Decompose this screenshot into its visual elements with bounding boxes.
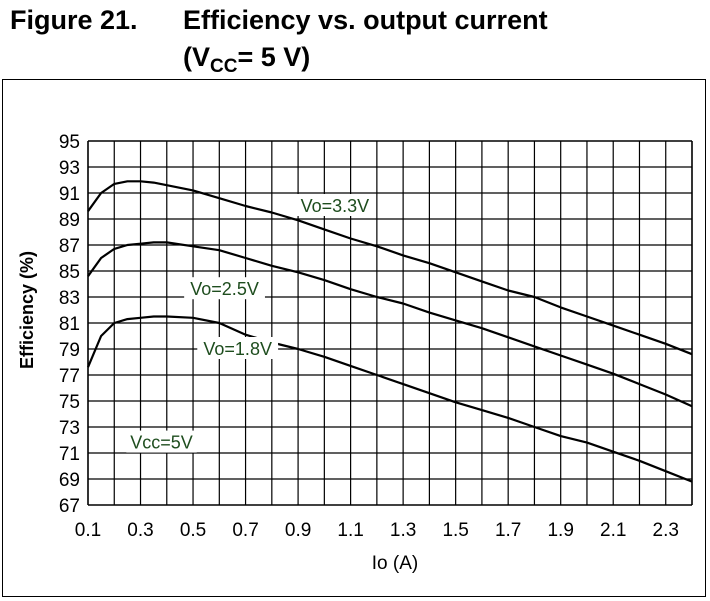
series-line-vo-1-8v: [86, 315, 693, 483]
figure-title-line2: (VCC= 5 V): [183, 41, 310, 77]
curve-annotations: Vo=3.3V Vo=2.5V Vo=1.8V Vcc=5V: [126, 194, 376, 453]
y-tick-label: 77: [59, 366, 80, 387]
y-tick-label: 75: [59, 392, 80, 413]
x-tick-label: 1.3: [390, 520, 416, 541]
y-tick-label: 69: [59, 470, 80, 491]
x-tick-labels: 0.1 0.3 0.5 0.7 0.9 1.1 1.3 1.5 1.7 1.9 2.1 2.3: [75, 520, 679, 541]
x-tick-label: 2.3: [653, 520, 679, 541]
x-tick-label: 1.9: [547, 520, 573, 541]
y-tick-labels: 95 93 91 89 87 85 83 81 79 77 75 73 71 69 67: [59, 132, 80, 517]
annotation-background: [197, 337, 279, 359]
x-tick-label: 1.5: [442, 520, 468, 541]
y-tick-label: 89: [59, 210, 80, 231]
y-tick-label: 71: [59, 444, 80, 465]
y-tick-label: 67: [59, 496, 80, 517]
x-tick-label: 0.9: [285, 520, 311, 541]
x-tick-label: 0.3: [127, 520, 153, 541]
y-tick-label: 95: [59, 132, 80, 153]
chart-frame: [2, 79, 706, 597]
x-tick-label: 2.1: [600, 520, 626, 541]
y-tick-label: 93: [59, 158, 80, 179]
y-tick-label: 81: [59, 314, 80, 335]
y-tick-label: 79: [59, 340, 80, 361]
annotation-background: [126, 430, 197, 453]
x-tick-label: 0.5: [180, 520, 206, 541]
annotation-background: [184, 277, 265, 300]
title-subscript: CC: [210, 56, 238, 77]
series-line-vo-2-5v: [87, 241, 693, 408]
title-prefix: (V: [183, 42, 210, 72]
annotation-label: Vo=1.8V: [203, 339, 272, 359]
x-tick-label: 0.1: [75, 520, 101, 541]
annotation-label: Vo=2.5V: [190, 279, 259, 299]
x-tick-label: 0.7: [232, 520, 258, 541]
x-axis-label: Io (A): [372, 553, 418, 574]
series-lines: [86, 180, 693, 483]
series-line-vo-3-3v: [87, 180, 693, 356]
y-axis-label: Efficiency (%): [17, 251, 37, 369]
annotation-background: [294, 194, 376, 216]
x-tick-label: 1.7: [495, 520, 521, 541]
figure-title-line1: Efficiency vs. output current: [183, 5, 548, 35]
x-tick-label: 1.1: [337, 520, 363, 541]
title-suffix: = 5 V): [237, 42, 311, 72]
annotation-label: Vcc=5V: [130, 433, 193, 453]
y-tick-label: 87: [59, 236, 80, 257]
annotation-label: Vo=3.3V: [301, 196, 370, 216]
figure-number: Figure 21.: [10, 5, 138, 35]
y-tick-label: 83: [59, 288, 80, 309]
y-tick-label: 85: [59, 262, 80, 283]
y-tick-label: 91: [59, 184, 80, 205]
y-tick-label: 73: [59, 418, 80, 439]
grid-lines: [87, 140, 693, 506]
